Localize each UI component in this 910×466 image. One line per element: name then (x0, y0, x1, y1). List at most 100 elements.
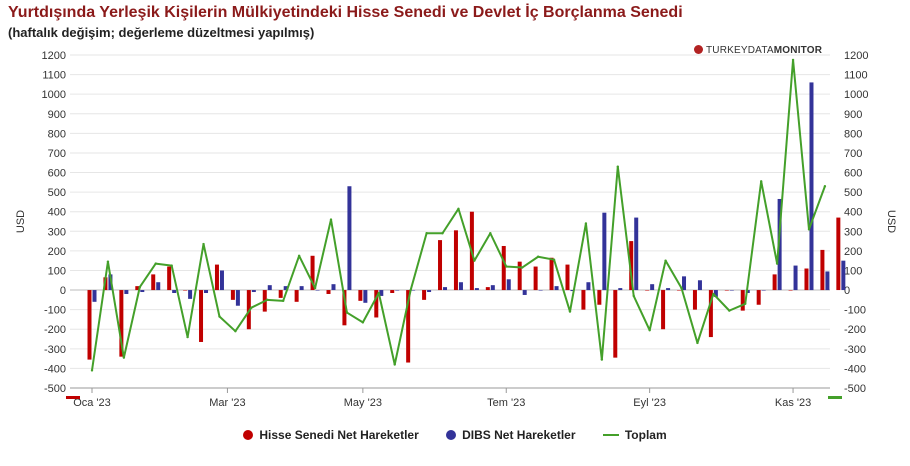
bar-hisse (342, 290, 347, 326)
bar-dibs (235, 290, 240, 306)
y-axis-title-left: USD (15, 210, 27, 233)
y-tick-label-left: 400 (48, 207, 66, 219)
point-toplam (712, 292, 715, 296)
y-tick-label-left: 100 (48, 265, 66, 277)
bar-hisse (692, 290, 697, 310)
bar-dibs (586, 282, 591, 291)
bar-dibs (809, 82, 814, 291)
bar-hisse (167, 266, 172, 291)
bar-hisse (740, 290, 745, 311)
point-toplam (759, 180, 763, 183)
x-tick-label: Kas '23 (775, 397, 811, 409)
y-tick-label-right: 700 (844, 148, 862, 160)
bar-dibs (666, 288, 671, 291)
bar-hisse (804, 268, 809, 291)
point-toplam (473, 259, 476, 262)
bar-hisse (214, 264, 219, 291)
bar-hisse (581, 290, 586, 310)
point-toplam (266, 298, 269, 302)
chart-legend: Hisse Senedi Net Hareketler DIBS Net Har… (0, 428, 910, 442)
bar-dibs (379, 290, 384, 296)
point-toplam (664, 259, 667, 262)
point-toplam (281, 299, 285, 303)
point-toplam (425, 232, 428, 235)
y-tick-label-right: 1200 (844, 50, 868, 62)
bar-dibs (299, 286, 304, 291)
navigator-right-handle (828, 396, 842, 399)
point-toplam (202, 242, 205, 246)
bar-hisse (358, 290, 363, 301)
point-toplam (568, 310, 572, 313)
bar-dibs (124, 290, 129, 294)
y-tick-label-left: -400 (44, 363, 66, 375)
point-toplam (441, 232, 444, 235)
legend-dot-icon (446, 430, 457, 440)
y-tick-label-right: 200 (844, 246, 862, 258)
point-toplam (218, 315, 221, 318)
bar-dibs (697, 280, 702, 291)
y-tick-label-left: -300 (44, 344, 66, 356)
legend-item-toplam[interactable]: Toplam (602, 428, 667, 442)
bar-dibs (474, 288, 479, 291)
bar-dibs (522, 290, 527, 295)
point-toplam (138, 285, 141, 289)
bar-hisse (278, 290, 283, 298)
bar-hisse (645, 290, 650, 291)
legend-label-dibs: DIBS Net Hareketler (462, 428, 576, 442)
brand-logo: TURKEYDATAMONITOR (694, 45, 822, 56)
bar-dibs (315, 290, 320, 291)
point-toplam (170, 264, 173, 267)
y-tick-label-right: 300 (844, 226, 862, 238)
bar-hisse (533, 266, 538, 291)
bar-hisse (422, 290, 427, 300)
bar-dibs (777, 198, 782, 291)
point-toplam (632, 294, 635, 298)
bar-dibs (267, 285, 272, 291)
point-toplam (791, 58, 795, 62)
y-tick-label-right: 1100 (844, 70, 868, 82)
bar-hisse (597, 290, 602, 305)
y-tick-label-right: 900 (844, 109, 862, 121)
bar-dibs (650, 284, 655, 291)
y-tick-label-right: 800 (844, 128, 862, 140)
bar-dibs (490, 285, 495, 291)
x-tick-label: Tem '23 (487, 397, 525, 409)
point-toplam (377, 291, 380, 295)
y-tick-label-right: 400 (844, 207, 862, 219)
y-tick-label-right: -200 (844, 324, 866, 336)
bar-dibs (427, 290, 432, 293)
point-toplam (823, 185, 827, 188)
point-toplam (775, 262, 779, 265)
bar-hisse (406, 290, 411, 363)
navigator-left-handle (66, 396, 80, 399)
legend-item-hisse[interactable]: Hisse Senedi Net Hareketler (243, 428, 419, 442)
bar-hisse (326, 290, 331, 294)
x-tick-label: May '23 (344, 397, 382, 409)
y-tick-label-left: -100 (44, 305, 66, 317)
chart-title: Yurtdışında Yerleşik Kişilerin Mülkiyeti… (8, 4, 683, 21)
y-tick-label-right: 1000 (844, 89, 868, 101)
bar-dibs (140, 290, 145, 293)
y-tick-label-left: 600 (48, 168, 66, 180)
point-toplam (552, 258, 556, 261)
bar-hisse (661, 290, 666, 330)
bar-hisse (310, 255, 315, 291)
bar-hisse (87, 290, 92, 360)
bar-dibs (713, 290, 718, 297)
bar-dibs (363, 290, 368, 303)
bar-dibs (761, 290, 766, 291)
bar-dibs (793, 265, 798, 291)
bar-dibs (172, 290, 177, 293)
legend-item-dibs[interactable]: DIBS Net Hareketler (446, 428, 576, 442)
point-toplam (489, 232, 492, 235)
bar-hisse (453, 230, 458, 291)
point-toplam (728, 309, 731, 312)
brand-middle: DATA (747, 45, 774, 56)
y-tick-label-right: -500 (844, 383, 866, 395)
point-toplam (696, 341, 699, 345)
bar-hisse (501, 245, 506, 291)
y-tick-label-right: 0 (844, 285, 850, 297)
bar-dibs (618, 288, 623, 291)
x-tick-label: Oca '23 (73, 397, 111, 409)
